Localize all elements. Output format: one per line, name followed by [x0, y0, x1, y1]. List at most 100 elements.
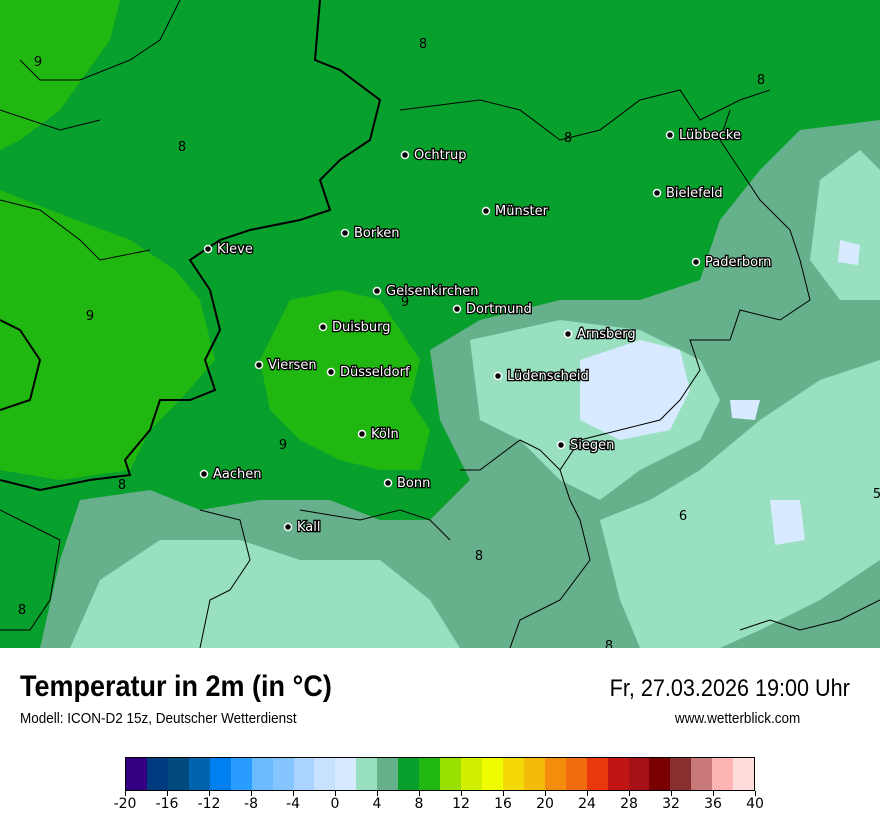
legend-tick	[377, 791, 378, 796]
city-label: Kleve	[217, 242, 253, 257]
city-label: Bonn	[397, 476, 430, 491]
city-marker: Bonn	[383, 475, 432, 492]
legend-tick-label: 32	[662, 796, 680, 812]
city-marker: Lübbecke	[665, 127, 742, 144]
legend-tick	[629, 791, 630, 796]
legend-swatch	[230, 758, 252, 790]
legend-tick-label: -20	[113, 796, 137, 812]
legend-swatch	[712, 758, 734, 790]
city-label: Borken	[354, 226, 400, 241]
website-link[interactable]: www.wetterblick.com	[674, 710, 800, 727]
legend-tick	[251, 791, 252, 796]
city-label: Köln	[371, 427, 399, 442]
city-label: Lübbecke	[679, 128, 741, 143]
city-label: Münster	[495, 204, 549, 219]
legend-tick-label: -8	[244, 796, 258, 812]
legend-swatch	[649, 758, 671, 790]
city-marker: Borken	[340, 225, 401, 242]
legend-tick	[503, 791, 504, 796]
region-light-green-west	[0, 0, 215, 480]
city-marker: Gelsenkirchen	[372, 283, 480, 300]
legend-tick-label: -12	[197, 796, 221, 812]
city-label: Kall	[297, 520, 321, 535]
legend-tick	[755, 791, 756, 796]
legend-tick	[419, 791, 420, 796]
legend-swatch	[586, 758, 608, 790]
contour-label: 8	[18, 603, 26, 618]
city-marker: Dortmund	[452, 301, 533, 318]
legend-ticks: -20 -16 -12 -8 -4 0 4 8 12 16 20 24 28 32 36 40	[114, 791, 764, 821]
legend-tick-label: 36	[704, 796, 722, 812]
legend-swatch	[272, 758, 294, 790]
city-label: Siegen	[570, 438, 614, 453]
city-marker: Paderborn	[691, 254, 773, 271]
legend-swatch	[419, 758, 441, 790]
city-dot	[203, 244, 213, 254]
city-dot	[481, 206, 491, 216]
legend-tick	[461, 791, 462, 796]
city-marker: Viersen	[254, 357, 318, 374]
city-label: Düsseldorf	[340, 365, 410, 380]
city-label: Paderborn	[705, 255, 771, 270]
legend-swatch	[481, 758, 503, 790]
forecast-datetime: Fr, 27.03.2026 19:00 Uhr	[609, 675, 850, 702]
legend-swatch	[502, 758, 524, 790]
contour-label: 9	[86, 309, 94, 324]
contour-label: 8	[178, 140, 186, 155]
legend-tick-label: 16	[494, 796, 512, 812]
city-dot	[563, 329, 573, 339]
city-dot	[357, 429, 367, 439]
contour-label: 8	[605, 639, 613, 648]
legend-swatch	[251, 758, 273, 790]
legend-tick	[713, 791, 714, 796]
legend-swatch	[377, 758, 399, 790]
city-marker: Arnsberg	[563, 326, 637, 343]
legend-swatch	[565, 758, 587, 790]
legend-swatch	[607, 758, 629, 790]
city-dot	[283, 522, 293, 532]
color-legend	[125, 757, 755, 791]
legend-tick	[293, 791, 294, 796]
legend-swatch	[398, 758, 420, 790]
city-label: Viersen	[268, 358, 317, 373]
borders	[0, 0, 880, 648]
city-dot	[400, 150, 410, 160]
region-mint	[70, 150, 880, 648]
contour-label: 8	[118, 478, 126, 493]
legend-tick-label: 40	[746, 796, 764, 812]
legend-swatch	[209, 758, 231, 790]
city-marker: Münster	[481, 203, 550, 220]
legend-swatch	[670, 758, 692, 790]
city-dot	[665, 130, 675, 140]
city-dot	[383, 478, 393, 488]
region-light-blue	[580, 240, 860, 545]
region-light-green-rhine	[260, 290, 430, 470]
model-source: Modell: ICON-D2 15z, Deutscher Wetterdie…	[20, 710, 297, 727]
city-label: Gelsenkirchen	[386, 284, 479, 299]
city-label: Lüdenscheid	[507, 369, 589, 384]
city-dot	[326, 367, 336, 377]
legend-tick	[545, 791, 546, 796]
contour-label: 8	[419, 37, 427, 52]
legend-swatch	[628, 758, 650, 790]
legend-swatch	[691, 758, 713, 790]
city-label: Aachen	[213, 467, 261, 482]
city-dot	[254, 360, 264, 370]
city-dot	[318, 322, 328, 332]
legend-tick	[335, 791, 336, 796]
legend-tick	[167, 791, 168, 796]
city-marker: Aachen	[199, 466, 263, 483]
contour-label: 9	[401, 295, 409, 310]
legend-tick-label: 20	[536, 796, 554, 812]
legend-swatch	[335, 758, 357, 790]
legend-swatch	[126, 758, 147, 790]
contour-label: 6	[679, 509, 687, 524]
city-marker: Bielefeld	[652, 185, 724, 202]
city-marker: Siegen	[556, 437, 616, 454]
city-marker: Lüdenscheid	[493, 368, 590, 385]
legend-tick-label: 4	[372, 796, 382, 812]
legend-swatch	[314, 758, 336, 790]
legend-swatch	[544, 758, 566, 790]
city-dot	[372, 286, 382, 296]
city-dot	[340, 228, 350, 238]
